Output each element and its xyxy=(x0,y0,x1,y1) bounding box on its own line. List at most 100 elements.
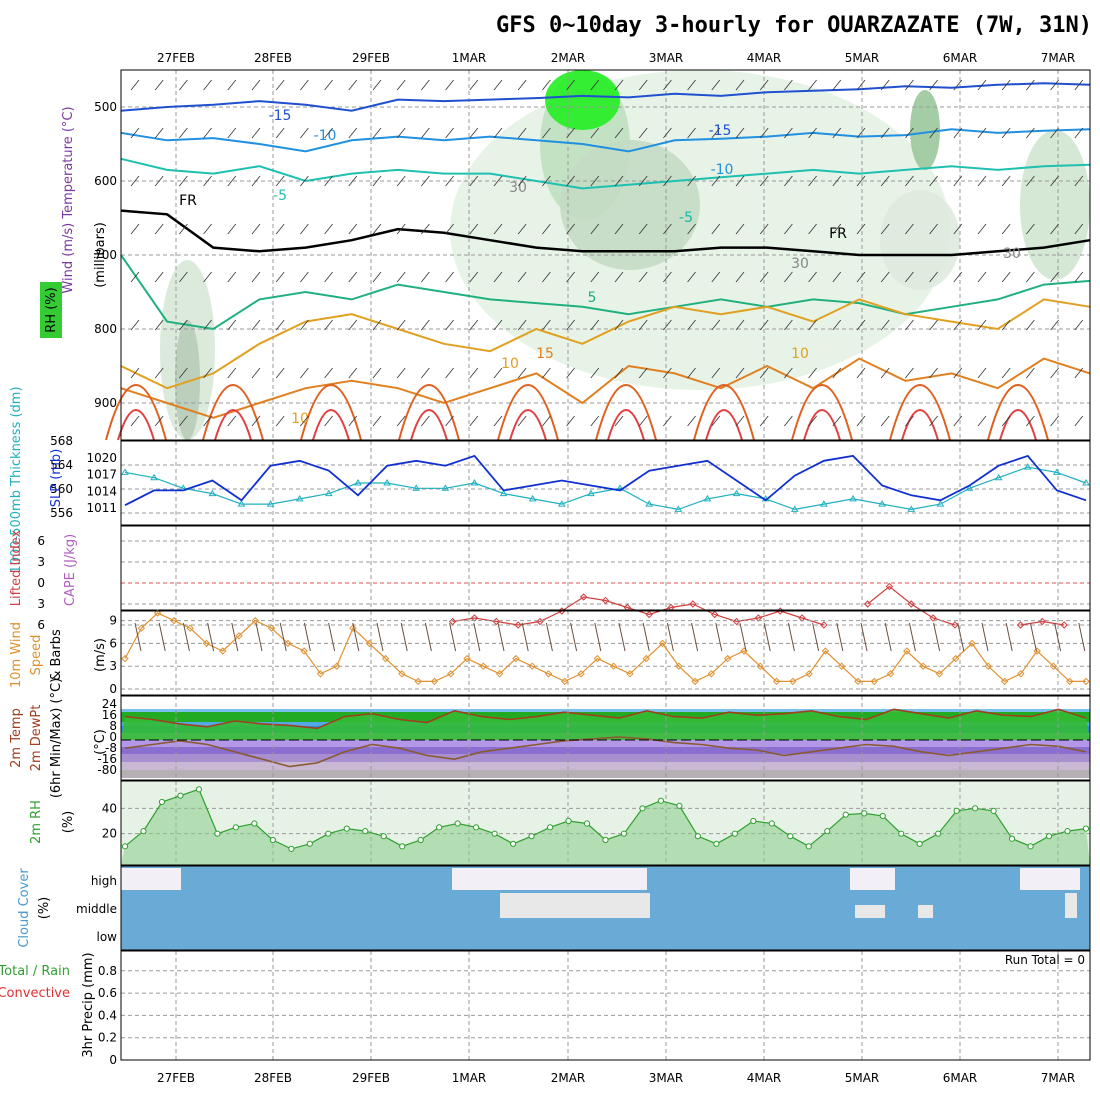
wind-barb xyxy=(324,79,333,91)
wind-barb xyxy=(1050,127,1059,139)
rh-marker xyxy=(842,811,849,818)
wind-barb xyxy=(251,367,261,379)
wind-barb xyxy=(735,415,745,427)
wind-speed-marker xyxy=(772,677,781,686)
wind-barb xyxy=(445,271,454,283)
lifted-index-marker xyxy=(514,621,522,629)
wind-barb xyxy=(880,271,890,283)
wind-barb xyxy=(1026,415,1035,427)
rh-marker xyxy=(602,836,609,844)
wind-barb xyxy=(396,175,406,187)
wind-barb xyxy=(687,319,696,331)
wind-barb xyxy=(396,271,406,283)
wind-barb xyxy=(663,79,672,91)
thickness-tick-label: 556 xyxy=(50,506,73,520)
wind-barb xyxy=(905,175,914,187)
wind-barb xyxy=(203,79,212,91)
lifted-index-marker xyxy=(951,621,959,629)
rh-marker xyxy=(454,820,461,827)
wind-barb xyxy=(396,79,406,91)
wind-barb xyxy=(251,271,261,283)
rh-marker xyxy=(491,830,498,837)
lifted-index-marker xyxy=(885,582,894,591)
wind-barb xyxy=(590,319,600,331)
wind-barb xyxy=(469,79,479,91)
rh-marker xyxy=(565,817,572,825)
top-date-label: 27FEB xyxy=(157,51,195,65)
wind-barb xyxy=(372,319,382,331)
wind-barb xyxy=(227,127,237,139)
rh-shading xyxy=(450,70,950,390)
wind-barb xyxy=(275,175,285,187)
wind-barb xyxy=(372,127,382,139)
wind-barb xyxy=(880,175,890,187)
rh-marker xyxy=(306,840,313,847)
wind-barb xyxy=(179,175,188,187)
pressure-tick-label: 700 xyxy=(94,248,117,262)
wind-barb xyxy=(663,127,672,139)
wind-barb xyxy=(203,367,212,379)
wind-speed-marker xyxy=(512,654,520,663)
wind-speed-marker xyxy=(430,677,439,686)
wind-speed-marker xyxy=(642,654,650,663)
rh-marker xyxy=(898,830,905,837)
wind-barb xyxy=(1026,175,1035,187)
wind-barb xyxy=(469,319,479,331)
wind-barb xyxy=(808,415,817,427)
wind-barb xyxy=(953,319,963,331)
wind-barb xyxy=(348,79,358,91)
wind-barb xyxy=(977,79,987,91)
wind-barb xyxy=(542,175,551,187)
wind-barb xyxy=(396,127,406,139)
contour-label: 30 xyxy=(1003,246,1021,262)
li-tick-label: 0 xyxy=(37,576,45,590)
wind-barb-10m xyxy=(424,622,432,652)
thickness-marker xyxy=(645,500,654,507)
contour-label: FR xyxy=(179,193,197,209)
wind-ylabel-3: & Barbs xyxy=(49,629,64,681)
wind-speed-marker xyxy=(300,647,308,655)
wind-speed-marker xyxy=(626,670,634,678)
wind-barb xyxy=(905,127,914,139)
wind-speed-marker xyxy=(919,662,927,670)
wind-barb xyxy=(179,319,188,331)
wind-barb xyxy=(929,271,938,283)
wind-barb xyxy=(445,79,454,91)
temp-ylabel: 2m Temp xyxy=(9,708,24,768)
pressure-tick-label: 500 xyxy=(94,100,117,114)
thickness-marker xyxy=(849,494,857,502)
wind-speed-marker xyxy=(528,662,536,670)
wind-barb xyxy=(735,127,745,139)
wind-speed-marker xyxy=(707,670,716,678)
contour-label: 5 xyxy=(588,290,597,306)
precip-tick-label: 0.4 xyxy=(98,1008,117,1022)
wind-barb xyxy=(251,79,261,91)
rh-ylabel: 2m RH xyxy=(29,800,44,844)
wind-barb xyxy=(808,127,817,139)
wind-barb xyxy=(1074,367,1084,379)
wind-barb xyxy=(856,415,866,427)
wind-barb xyxy=(493,79,503,91)
isotherm-20 xyxy=(901,409,939,441)
wind-barb xyxy=(1026,367,1035,379)
lifted-index-marker xyxy=(820,621,828,629)
bottom-date-label: 4MAR xyxy=(747,1071,782,1085)
wind-barb xyxy=(154,79,164,91)
wind-barb xyxy=(542,415,551,427)
rh-marker xyxy=(269,836,276,844)
wind-barb xyxy=(614,319,624,331)
temp-unit-label: (°C) xyxy=(93,729,108,755)
rh-marker xyxy=(657,797,665,804)
wind-barb xyxy=(905,271,914,283)
isotherm-15-loop xyxy=(202,384,264,441)
cloud-clear-middle xyxy=(918,905,933,918)
thickness-marker xyxy=(354,479,362,486)
thickness-marker xyxy=(1052,468,1061,475)
wind-barb xyxy=(784,223,793,235)
bottom-date-label: 7MAR xyxy=(1041,1071,1076,1085)
thickness-marker xyxy=(820,500,828,507)
wind-barb xyxy=(953,79,963,91)
li-tick-label: 6 xyxy=(37,618,45,632)
wind-barb xyxy=(275,367,285,379)
wind-barb xyxy=(711,319,721,331)
